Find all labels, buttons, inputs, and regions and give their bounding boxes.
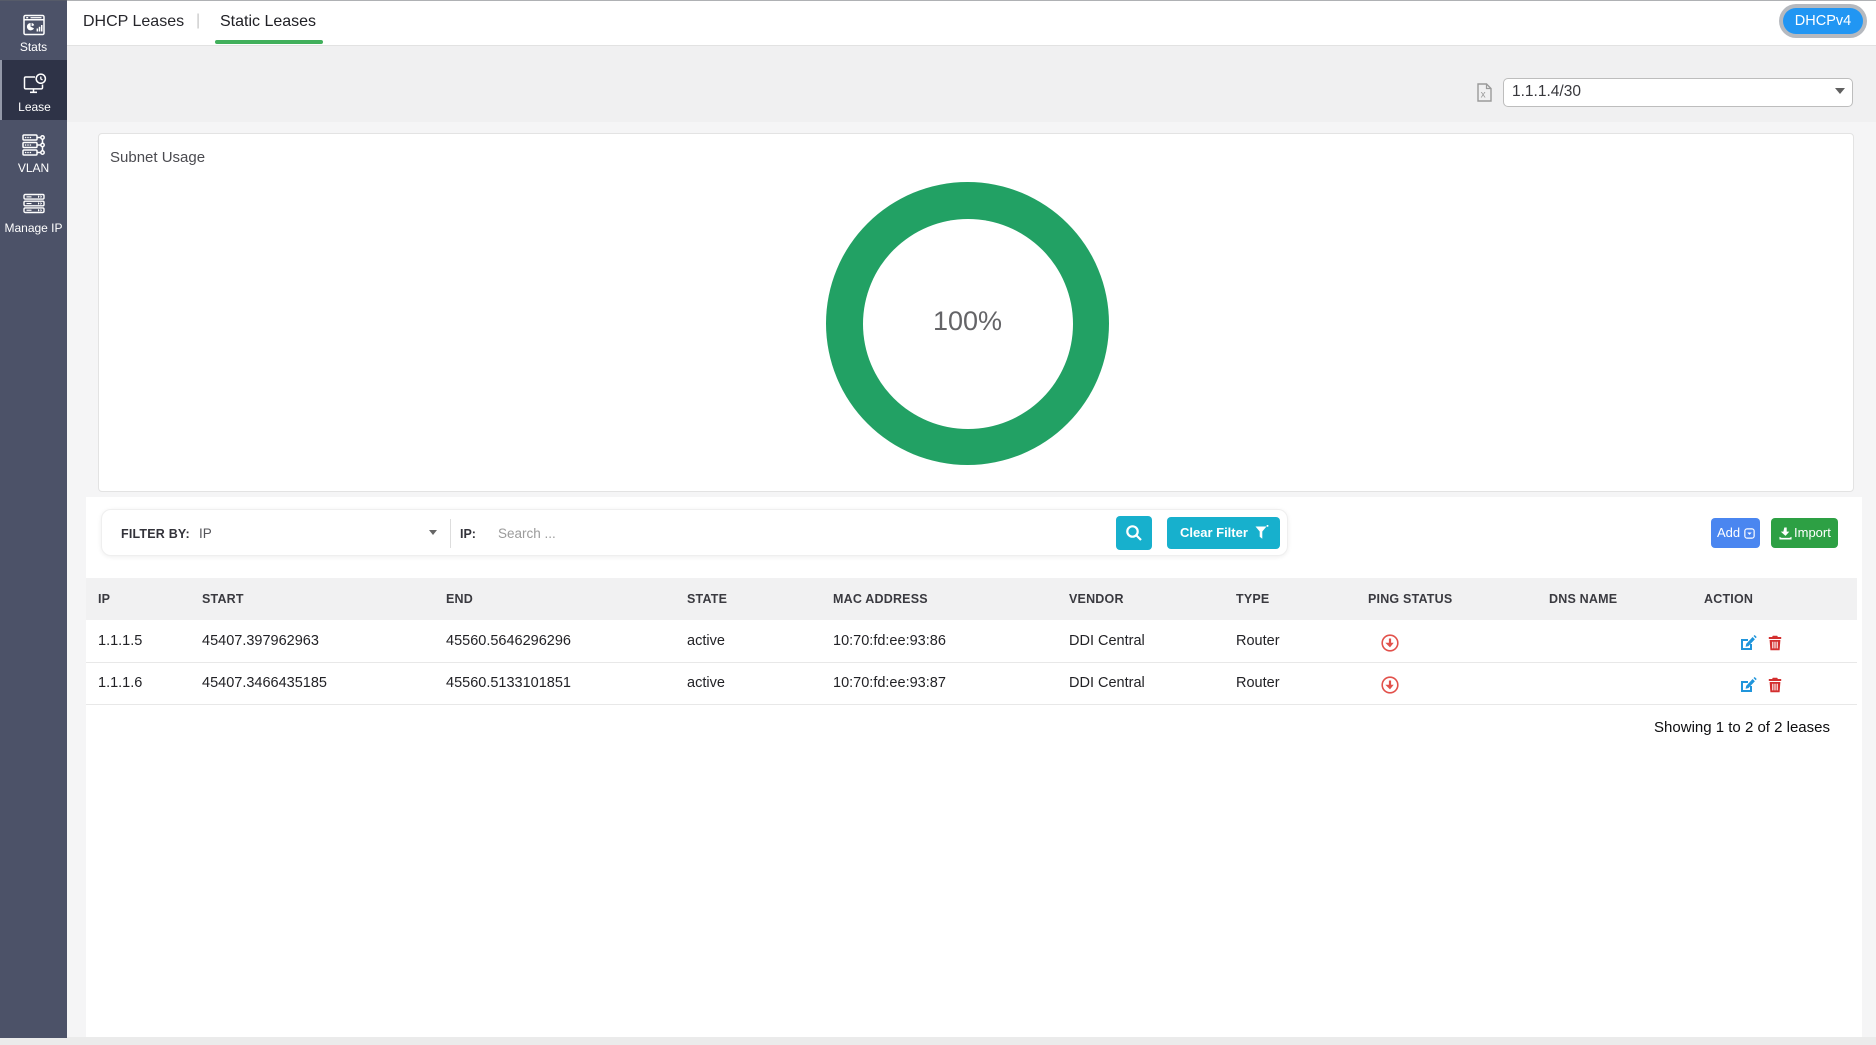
svg-text:x: x [1481,90,1486,101]
